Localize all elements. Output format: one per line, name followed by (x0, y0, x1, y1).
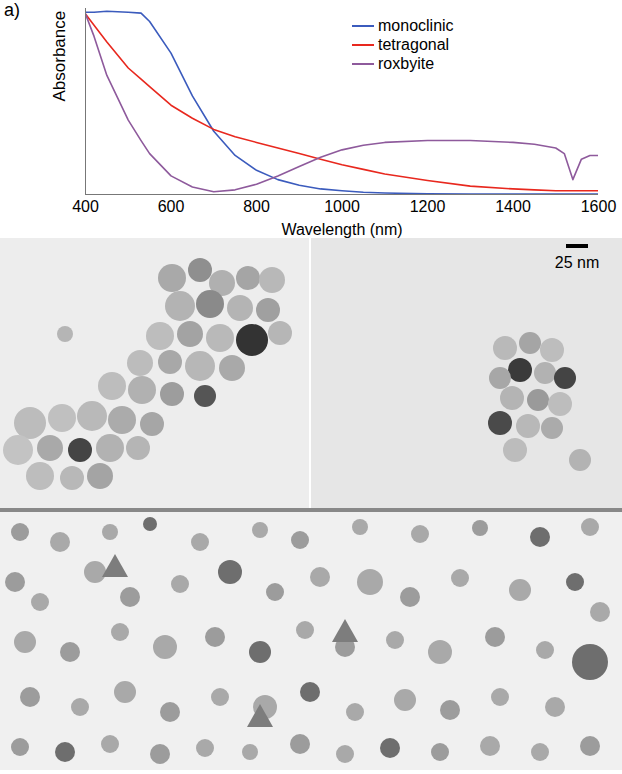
svg-text:400: 400 (72, 198, 99, 215)
html-text:monoclinic: monoclinic (378, 16, 454, 34)
svg-text:1200: 1200 (410, 198, 446, 215)
svg-text:1000: 1000 (324, 198, 360, 215)
svg-text:Wavelength (nm): Wavelength (nm) (281, 221, 402, 238)
svg-text:Absorbance: Absorbance (50, 11, 69, 102)
html-text:a): a) (4, 0, 20, 20)
svg-text:800: 800 (243, 198, 270, 215)
svg-text:1400: 1400 (495, 198, 531, 215)
svg-text:600: 600 (158, 198, 185, 215)
svg-text:25 nm: 25 nm (555, 254, 599, 271)
html-text:tetragonal: tetragonal (378, 35, 450, 53)
html-text:roxbyite: roxbyite (378, 54, 434, 72)
svg-text:1600: 1600 (581, 198, 617, 215)
